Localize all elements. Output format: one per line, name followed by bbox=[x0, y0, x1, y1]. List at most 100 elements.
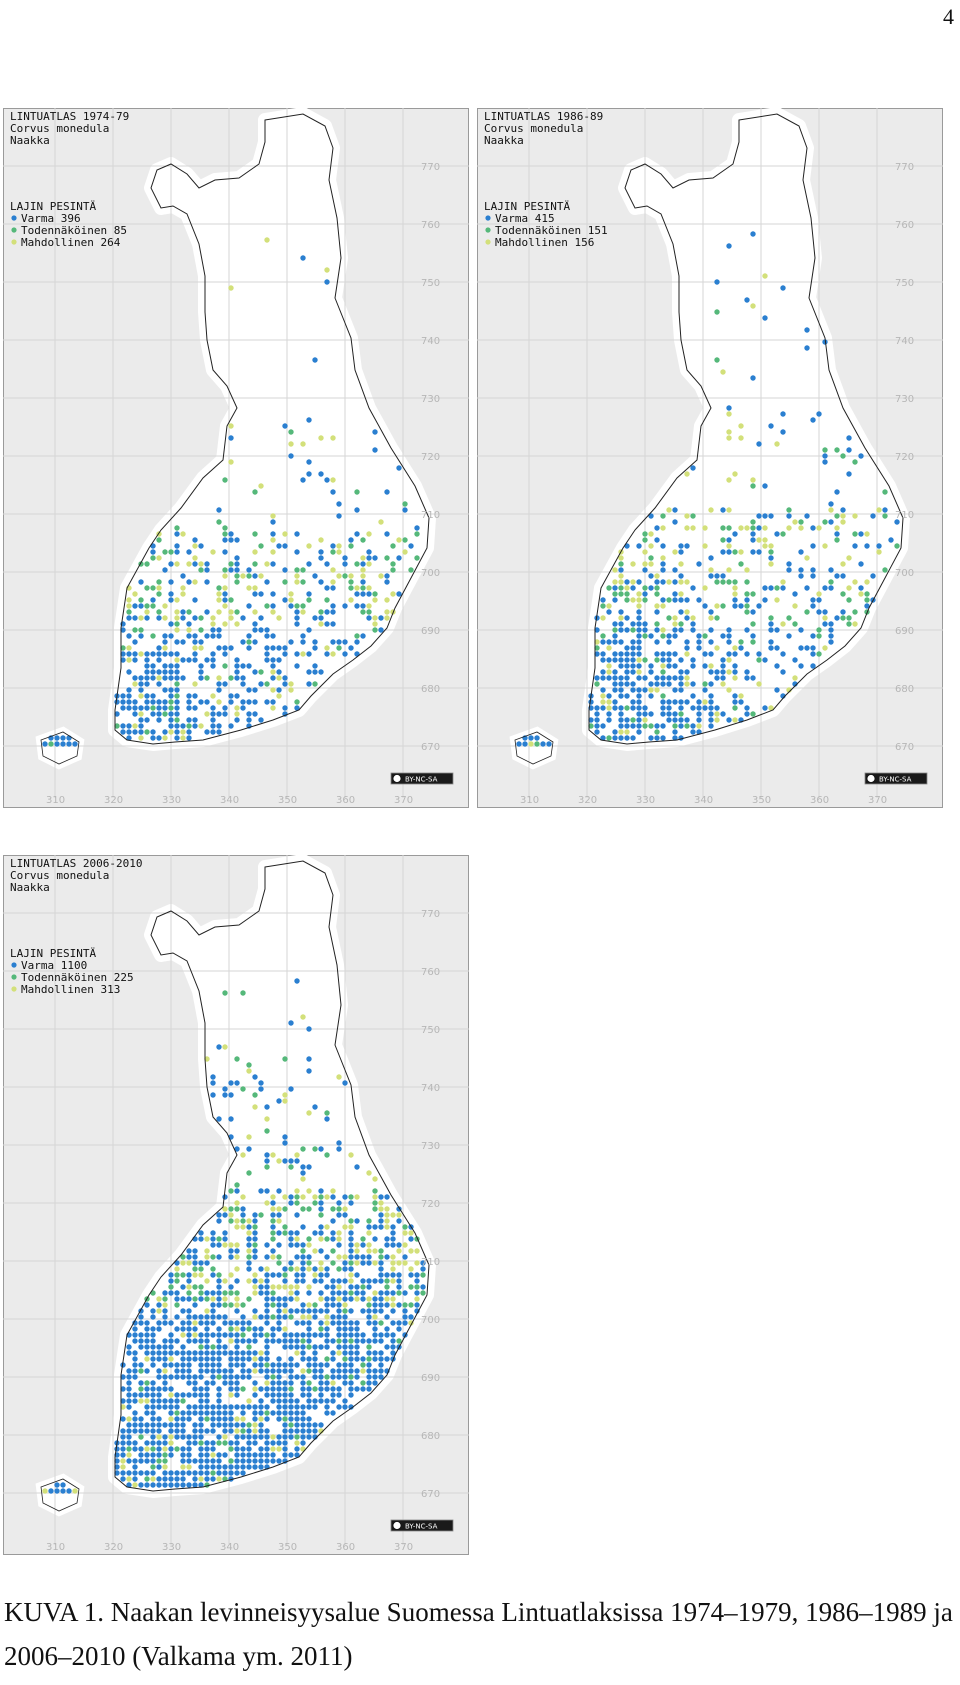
dot-mahdollinen bbox=[180, 585, 186, 591]
dot-varma bbox=[336, 1392, 342, 1398]
dot-varma bbox=[192, 1470, 198, 1476]
dot-varma bbox=[234, 669, 240, 675]
dot-varma bbox=[666, 711, 672, 717]
dot-varma bbox=[222, 705, 228, 711]
dot-mahdollinen bbox=[618, 615, 624, 621]
dot-todennakoinen bbox=[162, 711, 168, 717]
dot-varma bbox=[270, 657, 276, 663]
dot-mahdollinen bbox=[204, 1056, 210, 1062]
dot-todennakoinen bbox=[240, 1386, 246, 1392]
dot-varma bbox=[144, 1458, 150, 1464]
dot-varma bbox=[276, 1392, 282, 1398]
dot-mahdollinen bbox=[858, 591, 864, 597]
dot-varma bbox=[204, 1356, 210, 1362]
dot-varma bbox=[276, 1434, 282, 1440]
dot-varma bbox=[276, 1338, 282, 1344]
dot-varma bbox=[192, 1350, 198, 1356]
dot-varma bbox=[198, 1320, 204, 1326]
dot-varma bbox=[126, 705, 132, 711]
dot-todennakoinen bbox=[300, 1206, 306, 1212]
dot-varma bbox=[798, 645, 804, 651]
dot-varma bbox=[222, 1314, 228, 1320]
dot-todennakoinen bbox=[180, 1254, 186, 1260]
dot-varma bbox=[360, 1308, 366, 1314]
dot-varma bbox=[252, 639, 258, 645]
dot-varma bbox=[324, 1410, 330, 1416]
dot-varma bbox=[258, 1404, 264, 1410]
dot-varma bbox=[312, 1278, 318, 1284]
dot-varma bbox=[342, 1320, 348, 1326]
dot-varma bbox=[216, 627, 222, 633]
dot-todennakoinen bbox=[330, 1206, 336, 1212]
dot-varma bbox=[294, 609, 300, 615]
dot-varma bbox=[198, 675, 204, 681]
dot-varma bbox=[360, 633, 366, 639]
dot-varma bbox=[186, 549, 192, 555]
dot-varma bbox=[162, 1350, 168, 1356]
dot-varma bbox=[216, 687, 222, 693]
dot-mahdollinen bbox=[234, 1266, 240, 1272]
dot-varma bbox=[330, 1410, 336, 1416]
dot-varma bbox=[630, 621, 636, 627]
dot-varma bbox=[810, 663, 816, 669]
dot-mahdollinen bbox=[768, 561, 774, 567]
dot-varma bbox=[174, 1296, 180, 1302]
dot-varma bbox=[132, 603, 138, 609]
dot-mahdollinen bbox=[228, 423, 234, 429]
dot-varma bbox=[150, 1332, 156, 1338]
dot-todennakoinen bbox=[282, 1224, 288, 1230]
dot-varma bbox=[372, 1320, 378, 1326]
dot-mahdollinen bbox=[384, 1206, 390, 1212]
dot-varma bbox=[282, 705, 288, 711]
dot-varma bbox=[120, 1434, 126, 1440]
dot-todennakoinen bbox=[240, 1086, 246, 1092]
dot-todennakoinen bbox=[330, 1248, 336, 1254]
dot-varma bbox=[282, 681, 288, 687]
dot-todennakoinen bbox=[300, 1146, 306, 1152]
dot-todennakoinen bbox=[204, 1296, 210, 1302]
dot-todennakoinen bbox=[246, 1326, 252, 1332]
dot-varma bbox=[210, 1428, 216, 1434]
dot-varma bbox=[162, 1440, 168, 1446]
dot-todennakoinen bbox=[192, 1266, 198, 1272]
dot-varma bbox=[264, 1428, 270, 1434]
dot-todennakoinen bbox=[348, 1338, 354, 1344]
dot-varma bbox=[186, 705, 192, 711]
dot-todennakoinen bbox=[120, 645, 126, 651]
dot-varma bbox=[366, 1254, 372, 1260]
dot-varma bbox=[264, 657, 270, 663]
dot-varma bbox=[612, 681, 618, 687]
dot-varma bbox=[732, 531, 738, 537]
dot-varma bbox=[162, 1434, 168, 1440]
dot-varma bbox=[396, 1326, 402, 1332]
dot-varma bbox=[228, 1080, 234, 1086]
dot-varma bbox=[306, 627, 312, 633]
dot-mahdollinen bbox=[234, 1296, 240, 1302]
dot-varma bbox=[276, 1440, 282, 1446]
dot-varma bbox=[168, 579, 174, 585]
dot-varma bbox=[678, 681, 684, 687]
dot-todennakoinen bbox=[318, 1212, 324, 1218]
dot-varma bbox=[138, 717, 144, 723]
dot-mahdollinen bbox=[372, 1314, 378, 1320]
dot-varma bbox=[126, 1482, 132, 1488]
dot-varma bbox=[168, 1398, 174, 1404]
dot-todennakoinen bbox=[252, 531, 258, 537]
dot-todennakoinen bbox=[378, 1248, 384, 1254]
dot-varma bbox=[336, 1362, 342, 1368]
dot-varma bbox=[270, 1326, 276, 1332]
dot-varma bbox=[708, 639, 714, 645]
dot-varma bbox=[738, 645, 744, 651]
dot-todennakoinen bbox=[240, 1218, 246, 1224]
dot-varma bbox=[132, 657, 138, 663]
dot-todennakoinen bbox=[372, 1200, 378, 1206]
legend-label-varma: Varma 396 bbox=[21, 212, 81, 225]
dot-todennakoinen bbox=[294, 1200, 300, 1206]
dot-varma bbox=[192, 1314, 198, 1320]
dot-varma bbox=[324, 1302, 330, 1308]
dot-varma bbox=[312, 1422, 318, 1428]
dot-mahdollinen bbox=[624, 585, 630, 591]
dot-varma bbox=[684, 717, 690, 723]
dot-varma bbox=[252, 627, 258, 633]
dot-mahdollinen bbox=[648, 543, 654, 549]
